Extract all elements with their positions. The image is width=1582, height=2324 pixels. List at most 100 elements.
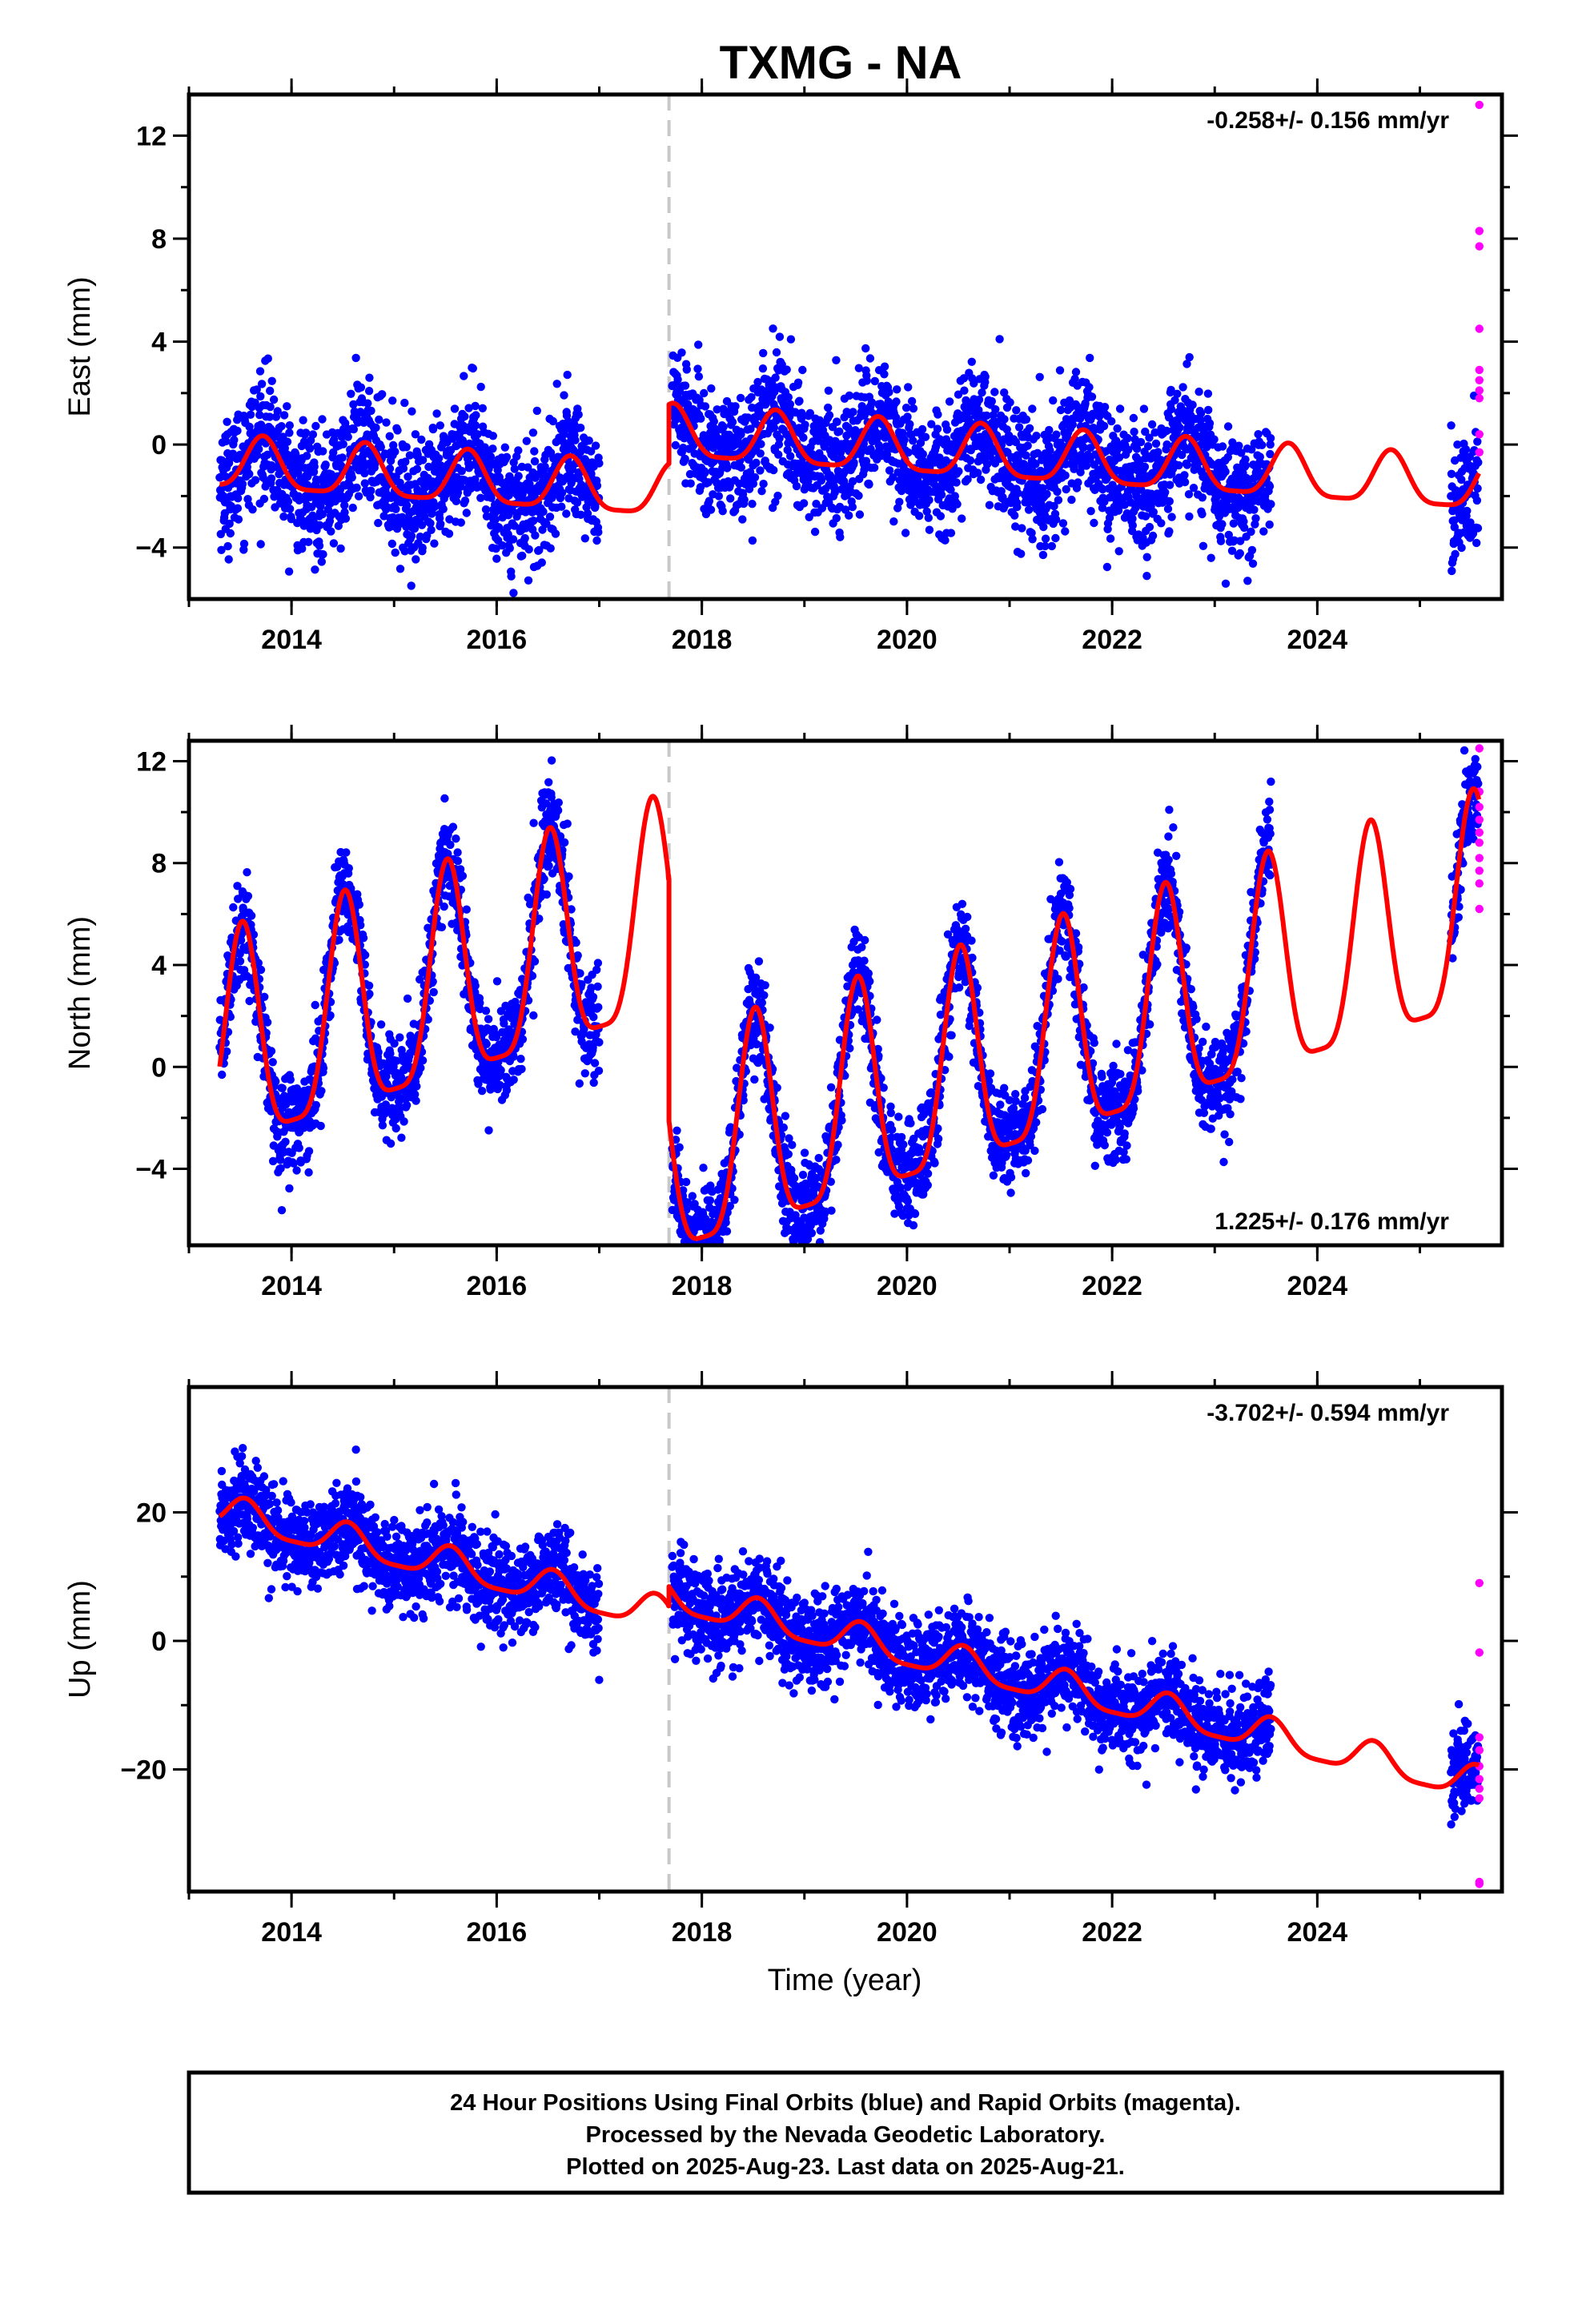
- final-orbit-point: [1047, 541, 1057, 551]
- rapid-orbit-point: [1475, 324, 1484, 333]
- final-orbit-point: [462, 905, 471, 914]
- final-orbit-point: [251, 476, 260, 485]
- final-orbit-point: [1161, 488, 1170, 497]
- final-orbit-point: [311, 1100, 320, 1110]
- final-orbit-point: [563, 370, 572, 380]
- final-orbit-point: [671, 440, 680, 450]
- final-orbit-point: [793, 378, 803, 387]
- final-orbit-point: [1251, 514, 1260, 523]
- final-orbit-point: [316, 502, 325, 511]
- final-orbit-point: [408, 407, 416, 416]
- final-orbit-point: [682, 365, 691, 374]
- final-orbit-point: [909, 404, 918, 413]
- final-orbit-point: [686, 479, 695, 488]
- final-orbit-point: [429, 987, 438, 997]
- y-tick-label: 4: [151, 328, 167, 358]
- final-orbit-point: [1123, 434, 1132, 443]
- final-orbit-point: [681, 381, 690, 390]
- final-orbit-point: [1061, 471, 1070, 480]
- final-orbit-point: [354, 492, 363, 501]
- final-orbit-point: [537, 558, 546, 567]
- final-orbit-point: [284, 567, 294, 576]
- final-orbit-point: [546, 544, 555, 553]
- final-orbit-point: [574, 410, 583, 419]
- final-orbit-point: [472, 411, 480, 420]
- final-orbit-point: [563, 819, 572, 828]
- final-orbit-points-east: [215, 324, 1483, 597]
- final-orbit-point: [564, 872, 573, 881]
- final-orbit-point: [748, 536, 757, 545]
- final-orbit-point: [524, 576, 533, 585]
- final-orbit-point: [865, 480, 873, 489]
- final-orbit-point: [516, 1055, 525, 1063]
- final-orbit-point: [1085, 383, 1094, 392]
- final-orbit-point: [1142, 572, 1151, 581]
- final-orbit-point: [365, 373, 374, 382]
- final-orbit-point: [756, 466, 765, 475]
- final-orbit-point: [870, 376, 880, 386]
- final-orbit-point: [557, 489, 567, 497]
- final-orbit-point: [775, 434, 784, 443]
- final-orbit-point: [529, 818, 538, 827]
- final-orbit-point: [437, 923, 447, 932]
- final-orbit-point: [849, 408, 857, 416]
- final-orbit-point: [267, 376, 276, 385]
- final-orbit-point: [371, 423, 380, 432]
- final-orbit-point: [295, 1144, 303, 1152]
- final-orbit-point: [548, 416, 557, 426]
- final-orbit-point: [1447, 421, 1456, 430]
- final-orbit-point: [945, 397, 954, 406]
- final-orbit-point: [1051, 515, 1061, 524]
- final-orbit-point: [488, 432, 497, 440]
- final-orbit-point: [1180, 477, 1190, 487]
- final-orbit-point: [285, 505, 295, 513]
- final-orbit-point: [1017, 549, 1026, 558]
- final-orbit-point: [1472, 538, 1481, 548]
- x-tick-label: 2018: [672, 625, 733, 655]
- final-orbit-point: [1151, 439, 1161, 448]
- final-orbit-point: [532, 406, 541, 416]
- final-orbit-point: [1102, 562, 1112, 572]
- final-orbit-point: [418, 456, 428, 464]
- final-orbit-point: [576, 510, 585, 519]
- final-orbit-point: [1457, 543, 1466, 553]
- final-orbit-point: [315, 541, 324, 550]
- final-orbit-point: [245, 422, 254, 432]
- final-orbit-point: [737, 430, 745, 439]
- final-orbit-point: [304, 537, 313, 546]
- final-orbit-point: [848, 502, 857, 512]
- final-orbit-point: [347, 389, 355, 398]
- final-orbit-point: [1188, 400, 1197, 409]
- final-orbit-point: [218, 456, 227, 465]
- final-orbit-point: [772, 348, 781, 357]
- final-orbit-point: [271, 1077, 280, 1086]
- final-orbit-point: [518, 1035, 528, 1044]
- final-orbit-point: [1130, 428, 1138, 436]
- final-orbit-point: [1266, 434, 1275, 443]
- final-orbit-point: [889, 517, 898, 526]
- final-orbit-point: [801, 420, 809, 429]
- final-orbit-point: [774, 440, 784, 449]
- final-orbit-point: [799, 433, 808, 442]
- rapid-orbit-points-east: [1475, 100, 1484, 456]
- final-orbit-point: [974, 395, 984, 404]
- final-orbit-point: [1100, 403, 1110, 412]
- final-orbit-point: [560, 391, 568, 400]
- final-orbit-point: [233, 426, 242, 436]
- final-orbit-point: [1259, 527, 1268, 536]
- final-orbit-point: [544, 778, 553, 786]
- final-orbit-point: [786, 452, 795, 460]
- final-orbit-point: [492, 544, 500, 553]
- final-orbit-point: [283, 437, 292, 446]
- final-orbit-point: [514, 446, 523, 455]
- final-orbit-point: [885, 388, 893, 396]
- final-orbit-point: [1045, 425, 1054, 435]
- final-orbit-point: [1106, 534, 1115, 543]
- final-orbit-point: [1074, 478, 1082, 487]
- final-orbit-point: [298, 545, 307, 553]
- final-orbit-point: [317, 557, 326, 566]
- final-orbit-point: [1175, 423, 1184, 432]
- final-orbit-point: [385, 432, 394, 440]
- final-orbit-point: [283, 497, 293, 506]
- final-orbit-point: [707, 384, 716, 393]
